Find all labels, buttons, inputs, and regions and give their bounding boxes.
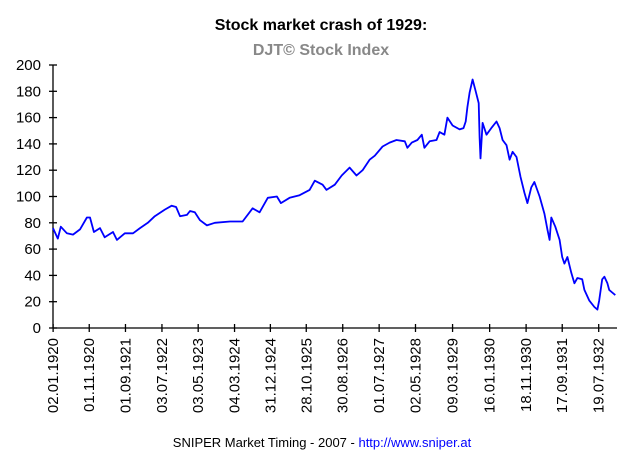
x-tick-label: 09.03.1929 [445,338,462,413]
y-tick-label: 120 [16,162,41,179]
footer-text: SNIPER Market Timing - 2007 - [173,435,359,450]
x-tick-label: 17.09.1931 [554,338,571,413]
y-tick-label: 140 [16,136,41,153]
index-series-line [52,78,616,311]
x-tick-label: 03.05.1923 [190,338,207,413]
x-axis: 02.01.1920 01.11.1920 01.09.1921 03.07.1922… [45,324,617,413]
x-tick-label: 02.05.1928 [407,338,424,413]
y-tick-label: 20 [24,294,41,311]
x-tick-label: 19.07.1932 [591,338,608,413]
x-tick-label: 03.07.1922 [154,338,171,413]
y-tick-label: 40 [24,267,41,284]
series-layer [52,78,616,311]
y-tick-label: 100 [16,189,41,206]
x-tick-label: 01.07.1927 [371,338,388,413]
y-tick-label: 160 [16,110,41,127]
x-tick-label: 04.03.1924 [227,338,244,413]
y-tick-label: 200 [16,57,41,74]
y-tick-label: 180 [16,83,41,100]
x-tick-label: 01.09.1921 [117,338,134,413]
y-tick-label: 0 [33,320,41,337]
chart-subtitle: DJT© Stock Index [253,42,389,59]
x-tick-label: 02.01.1920 [45,338,62,413]
x-tick-label: 31.12.1924 [262,338,279,413]
x-tick-label: 30.08.1926 [335,338,352,413]
y-axis: 0 20 40 60 80 100 120 140 160 180 200 [16,57,57,337]
x-tick-label: 16.01.1930 [482,338,499,413]
footer-credit: SNIPER Market Timing - 2007 - http://www… [173,435,472,450]
x-tick-label: 28.10.1925 [298,338,315,413]
footer-link[interactable]: http://www.sniper.at [358,435,471,450]
chart-title: Stock market crash of 1929: [215,17,428,34]
x-tick-label: 18.11.1930 [518,338,535,412]
y-tick-label: 80 [24,215,41,232]
y-tick-label: 60 [24,241,41,258]
x-tick-label: 01.11.1920 [81,338,98,412]
